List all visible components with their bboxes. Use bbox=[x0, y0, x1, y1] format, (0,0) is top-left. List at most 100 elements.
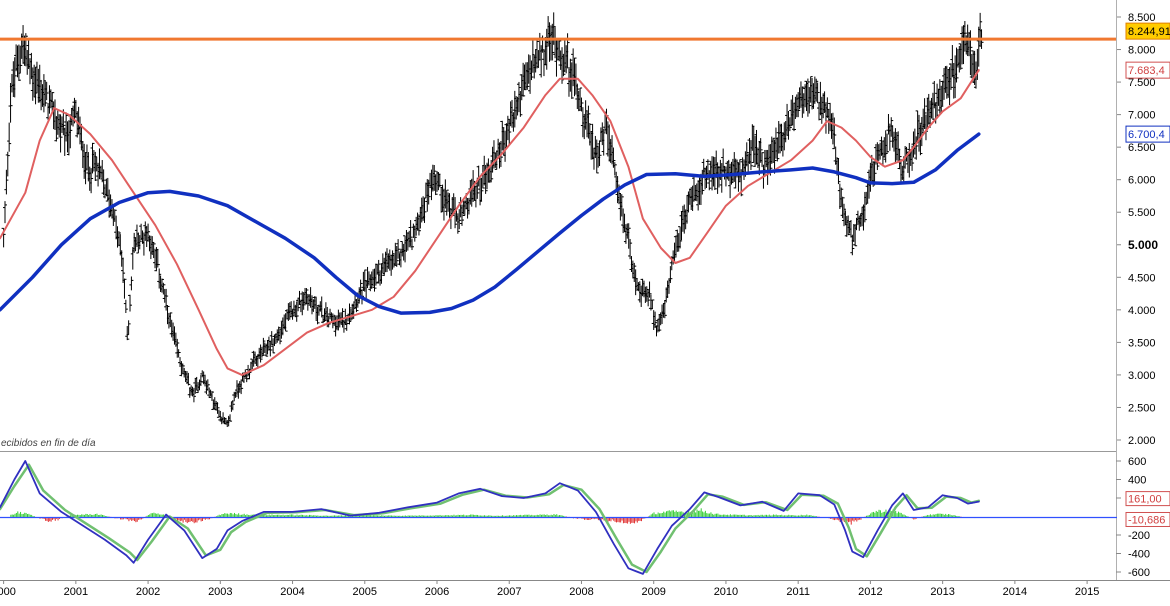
price-value-label-text: 6.700,4 bbox=[1128, 129, 1165, 141]
price-bar bbox=[209, 391, 214, 402]
oscillator-y-tick-label: -400 bbox=[1128, 549, 1150, 561]
price-bar bbox=[864, 191, 869, 205]
x-tick-label: 2012 bbox=[858, 586, 882, 598]
price-bar bbox=[885, 133, 890, 153]
price-bar bbox=[628, 238, 633, 260]
x-tick-label: 2003 bbox=[208, 586, 232, 598]
price-bar bbox=[205, 379, 210, 391]
price-y-tick-label: 8.500 bbox=[1128, 12, 1156, 24]
price-bar bbox=[326, 315, 331, 328]
price-bar bbox=[161, 282, 166, 295]
price-bar bbox=[597, 140, 602, 167]
price-bar bbox=[839, 187, 844, 208]
price-bar bbox=[164, 288, 169, 311]
price-y-tick-label: 7.000 bbox=[1128, 110, 1156, 122]
oscillator-y-tick-label: 600 bbox=[1128, 456, 1146, 468]
price-bar bbox=[7, 122, 12, 152]
price-bar bbox=[842, 203, 847, 227]
price-bar bbox=[557, 38, 562, 62]
price-value-labels: 8.244,91 7.683,4 6.700,4 bbox=[1125, 22, 1170, 143]
price-bar bbox=[787, 117, 792, 132]
oscillator-y-tick-label: -200 bbox=[1128, 530, 1150, 542]
price-bar bbox=[657, 314, 662, 332]
price-bar bbox=[64, 112, 69, 142]
price-bar bbox=[18, 45, 23, 74]
price-value-label: 8.244,91 bbox=[1125, 22, 1170, 40]
x-tick-label: 2007 bbox=[497, 586, 521, 598]
price-bar bbox=[796, 92, 801, 118]
price-bar bbox=[817, 101, 822, 121]
oscillator-value-label-text: 161,00 bbox=[1128, 494, 1162, 506]
price-bar bbox=[215, 402, 220, 414]
price-bar bbox=[460, 204, 465, 226]
price-bar bbox=[271, 338, 276, 354]
price-bar bbox=[978, 12, 983, 47]
price-y-tick-label: 6.500 bbox=[1128, 142, 1156, 154]
price-bar bbox=[112, 209, 117, 222]
price-bar bbox=[283, 313, 288, 332]
price-bar bbox=[518, 91, 523, 117]
price-bar bbox=[646, 289, 651, 307]
price-value-label: 6.700,4 bbox=[1125, 125, 1170, 143]
price-bar bbox=[396, 239, 401, 259]
price-bar bbox=[278, 328, 283, 345]
price-bar bbox=[650, 299, 655, 310]
price-y-tick-label: 2.500 bbox=[1128, 402, 1156, 414]
price-bar bbox=[191, 387, 196, 403]
price-bar bbox=[426, 179, 431, 205]
price-bar bbox=[814, 78, 819, 102]
price-bar bbox=[412, 225, 417, 242]
price-bar bbox=[125, 326, 130, 341]
price-bar bbox=[259, 346, 264, 358]
price-bar bbox=[744, 142, 749, 167]
price-bar bbox=[433, 174, 438, 196]
price-bar bbox=[116, 231, 121, 247]
price-bar bbox=[516, 81, 521, 113]
price-bar bbox=[529, 60, 534, 81]
price-bar bbox=[122, 278, 127, 299]
oscillator-lines bbox=[0, 460, 981, 575]
oscillator-value-label-box bbox=[1125, 491, 1170, 507]
oscillator-panel bbox=[0, 460, 1117, 575]
price-bar bbox=[394, 245, 399, 267]
price-y-tick-label: 5.000 bbox=[1128, 238, 1158, 252]
price-bar bbox=[290, 309, 295, 320]
price-bar bbox=[668, 266, 673, 284]
price-bar bbox=[805, 78, 810, 117]
price-bar bbox=[700, 169, 705, 195]
price-moving-averages bbox=[0, 69, 981, 376]
price-bar bbox=[575, 83, 580, 109]
price-bar bbox=[922, 98, 927, 129]
oscillator-y-tick-label: 400 bbox=[1128, 475, 1146, 487]
price-value-label: 7.683,4 bbox=[1125, 61, 1170, 79]
price-bar bbox=[16, 44, 21, 82]
price-bar bbox=[850, 234, 855, 256]
price-bar bbox=[358, 279, 363, 297]
price-bar bbox=[410, 238, 415, 251]
price-bar bbox=[155, 248, 160, 268]
moving-average-short-line bbox=[0, 69, 980, 376]
x-tick-label: 2013 bbox=[930, 586, 954, 598]
price-bar bbox=[569, 62, 574, 99]
price-bar bbox=[90, 142, 95, 174]
x-tick-label: 2002 bbox=[136, 586, 160, 598]
price-bar bbox=[479, 177, 484, 202]
price-bar bbox=[304, 288, 309, 305]
price-value-label-text: 7.683,4 bbox=[1128, 65, 1165, 77]
x-tick-label: 2005 bbox=[353, 586, 377, 598]
x-tick-label: 2001 bbox=[64, 586, 88, 598]
price-bar bbox=[296, 298, 301, 312]
x-tick-label: 2011 bbox=[786, 586, 810, 598]
price-bar bbox=[439, 187, 444, 213]
price-value-label-box bbox=[1125, 22, 1170, 40]
price-bar bbox=[432, 164, 437, 191]
price-y-axis: 2.000 2.500 3.000 3.500 4.000 4.500 5.000 5.500… bbox=[1116, 12, 1158, 447]
price-bar bbox=[157, 268, 162, 289]
price-bar bbox=[887, 123, 892, 151]
price-bar bbox=[775, 137, 780, 162]
price-bar bbox=[129, 276, 134, 291]
price-bar bbox=[808, 76, 813, 103]
price-bar bbox=[258, 344, 263, 363]
